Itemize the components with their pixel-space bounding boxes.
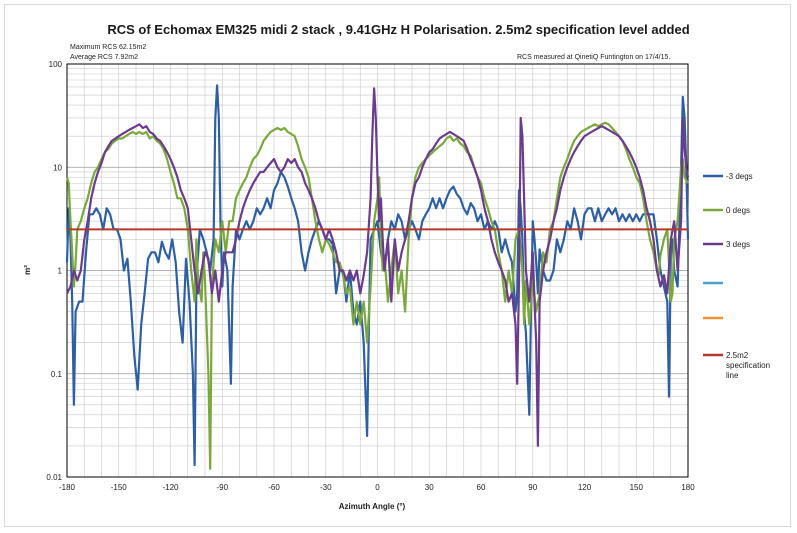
y-tick-label: 0.1 xyxy=(51,370,63,379)
y-tick-label: 1 xyxy=(58,267,63,276)
x-tick-label: -90 xyxy=(216,483,228,492)
x-tick-label: -60 xyxy=(268,483,280,492)
plot-border xyxy=(66,63,689,478)
avg-rcs-note: Average RCS 7.92m2 xyxy=(70,54,138,61)
y-axis-title: m² xyxy=(23,265,32,275)
series-line-3 xyxy=(66,87,690,447)
grid-lines xyxy=(66,64,689,478)
x-tick-label: 60 xyxy=(477,483,486,492)
y-tick-label: 10 xyxy=(53,163,62,172)
x-tick-label: 150 xyxy=(630,483,644,492)
y-tick-label: 0.01 xyxy=(46,473,62,482)
y-tick-label: 100 xyxy=(49,60,63,69)
chart-title: RCS of Echomax EM325 midi 2 stack , 9.41… xyxy=(107,22,690,37)
series-lines xyxy=(65,84,690,470)
x-tick-label: -180 xyxy=(59,483,76,492)
x-tick-label: -30 xyxy=(320,483,332,492)
legend: -3 degs 0 degs 3 degs 2.5m2 specification lin… xyxy=(703,172,770,380)
x-tick-label: -150 xyxy=(111,483,128,492)
x-tick-label: 0 xyxy=(375,483,380,492)
measurement-note: RCS measured at QinetiQ Funtington on 17… xyxy=(517,54,671,61)
max-rcs-note: Maximum RCS 62.15m2 xyxy=(70,44,147,51)
x-tick-label: -120 xyxy=(162,483,179,492)
tick-labels: -180 -150 -120 -90 -60 -30 0 30 60 90 120 150 180 0.0… xyxy=(46,60,695,492)
x-tick-label: 180 xyxy=(681,483,695,492)
x-tick-label: 90 xyxy=(528,483,537,492)
x-tick-label: 120 xyxy=(578,483,592,492)
legend-label: -3 degs xyxy=(726,172,753,181)
legend-label: 0 degs xyxy=(726,206,750,215)
legend-label: 3 degs xyxy=(726,240,750,249)
x-tick-label: 30 xyxy=(425,483,434,492)
legend-label: 2.5m2 specification line xyxy=(726,351,770,380)
x-axis-title: Azimuth Angle (°) xyxy=(339,502,406,511)
